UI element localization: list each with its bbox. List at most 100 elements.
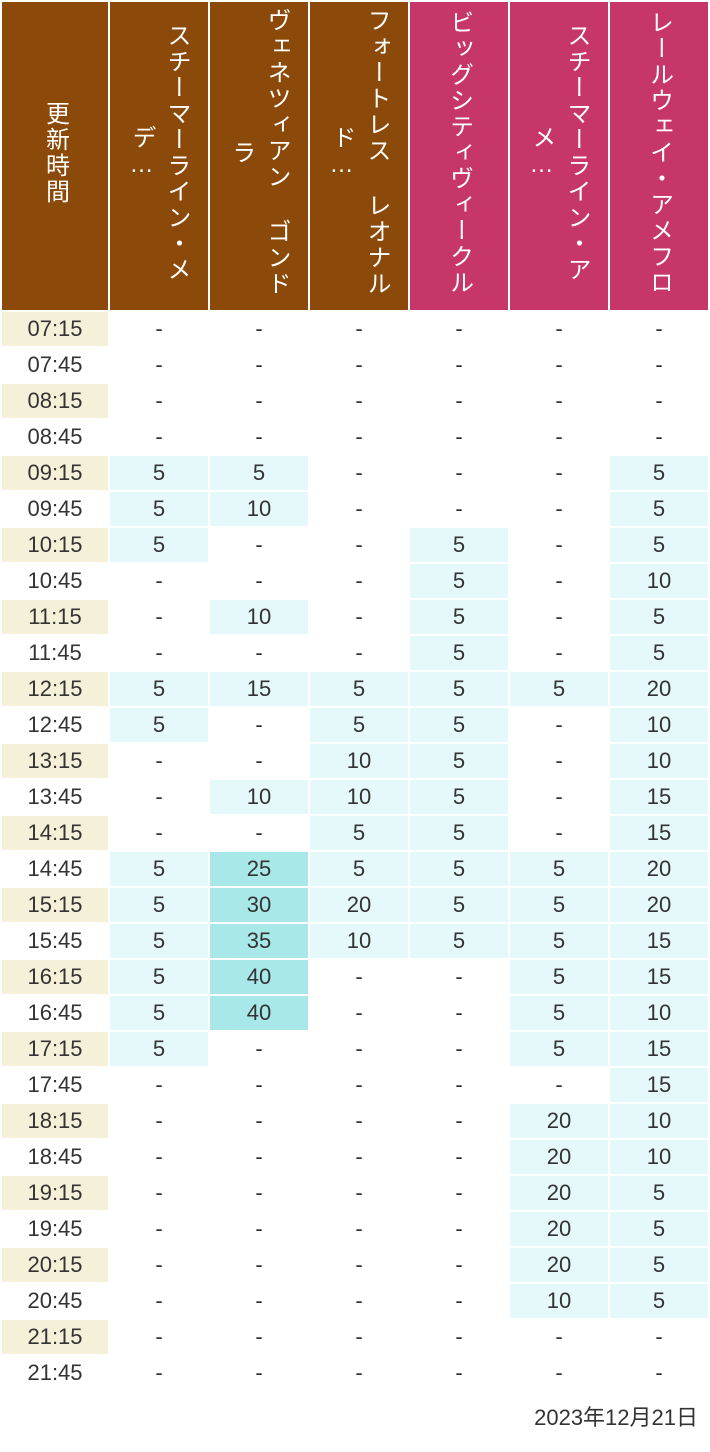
data-cell: - — [409, 383, 509, 419]
time-cell: 07:15 — [1, 311, 109, 347]
table-row: 16:15540--515 — [1, 959, 709, 995]
data-cell: 5 — [109, 707, 209, 743]
data-cell: 20 — [609, 851, 709, 887]
data-cell: 15 — [609, 1067, 709, 1103]
data-cell: - — [609, 347, 709, 383]
data-cell: - — [309, 1211, 409, 1247]
data-cell: - — [409, 491, 509, 527]
data-cell: - — [109, 1319, 209, 1355]
column-header-label: フォートレス レオナルド… — [324, 8, 394, 298]
data-cell: - — [309, 1139, 409, 1175]
data-cell: 5 — [109, 851, 209, 887]
data-cell: 5 — [609, 527, 709, 563]
table-row: 17:155---515 — [1, 1031, 709, 1067]
data-cell: 10 — [609, 1139, 709, 1175]
data-cell: 15 — [209, 671, 309, 707]
data-cell: - — [409, 995, 509, 1031]
data-cell: - — [409, 347, 509, 383]
table-row: 11:45---5-5 — [1, 635, 709, 671]
data-cell: 5 — [109, 995, 209, 1031]
data-cell: - — [509, 455, 609, 491]
data-cell: - — [109, 383, 209, 419]
data-cell: 5 — [109, 887, 209, 923]
data-cell: - — [209, 527, 309, 563]
table-row: 15:45535105515 — [1, 923, 709, 959]
column-header-label: ヴェネツィアン ゴンドラ — [224, 8, 294, 298]
data-cell: - — [109, 599, 209, 635]
time-cell: 09:15 — [1, 455, 109, 491]
data-cell: - — [309, 383, 409, 419]
data-cell: - — [109, 1211, 209, 1247]
data-cell: - — [209, 1139, 309, 1175]
data-cell: - — [309, 959, 409, 995]
wait-time-table: 更新時間スチーマーライン・メデ…ヴェネツィアン ゴンドラフォートレス レオナルド… — [0, 0, 710, 1392]
data-cell: 5 — [109, 1031, 209, 1067]
data-cell: 5 — [309, 707, 409, 743]
data-cell: - — [109, 1247, 209, 1283]
table-row: 07:15------ — [1, 311, 709, 347]
data-cell: 5 — [409, 563, 509, 599]
table-row: 15:15530205520 — [1, 887, 709, 923]
data-cell: 5 — [209, 455, 309, 491]
data-cell: - — [209, 635, 309, 671]
time-cell: 21:15 — [1, 1319, 109, 1355]
table-row: 18:45----2010 — [1, 1139, 709, 1175]
data-cell: - — [209, 1103, 309, 1139]
time-cell: 13:45 — [1, 779, 109, 815]
data-cell: 5 — [409, 779, 509, 815]
table-row: 18:15----2010 — [1, 1103, 709, 1139]
data-cell: 20 — [509, 1139, 609, 1175]
data-cell: - — [109, 815, 209, 851]
data-cell: - — [509, 383, 609, 419]
data-cell: - — [209, 311, 309, 347]
data-cell: 15 — [609, 779, 709, 815]
data-cell: - — [509, 779, 609, 815]
data-cell: 5 — [509, 923, 609, 959]
data-cell: - — [509, 419, 609, 455]
time-header: 更新時間 — [1, 1, 109, 311]
data-cell: - — [509, 1355, 609, 1391]
data-cell: - — [409, 1067, 509, 1103]
data-cell: - — [209, 383, 309, 419]
time-cell: 14:45 — [1, 851, 109, 887]
data-cell: 20 — [609, 887, 709, 923]
data-cell: - — [209, 419, 309, 455]
data-cell: 5 — [409, 707, 509, 743]
data-cell: - — [609, 419, 709, 455]
data-cell: - — [409, 1211, 509, 1247]
data-cell: - — [309, 1283, 409, 1319]
data-cell: - — [409, 1247, 509, 1283]
data-cell: - — [309, 311, 409, 347]
data-cell: - — [309, 1319, 409, 1355]
data-cell: - — [409, 1031, 509, 1067]
data-cell: 5 — [409, 599, 509, 635]
data-cell: - — [609, 383, 709, 419]
data-cell: - — [309, 527, 409, 563]
data-cell: 10 — [309, 779, 409, 815]
data-cell: - — [509, 743, 609, 779]
data-cell: 5 — [109, 527, 209, 563]
data-cell: - — [109, 1103, 209, 1139]
data-cell: 5 — [409, 743, 509, 779]
table-row: 09:45510---5 — [1, 491, 709, 527]
time-cell: 12:45 — [1, 707, 109, 743]
table-body: 07:15------07:45------08:15------08:45--… — [1, 311, 709, 1391]
table-row: 21:15------ — [1, 1319, 709, 1355]
table-row: 13:15--105-10 — [1, 743, 709, 779]
table-row: 12:455-55-10 — [1, 707, 709, 743]
time-cell: 20:15 — [1, 1247, 109, 1283]
table-row: 12:1551555520 — [1, 671, 709, 707]
table-row: 16:45540--510 — [1, 995, 709, 1031]
data-cell: 15 — [609, 1031, 709, 1067]
data-cell: 5 — [609, 1247, 709, 1283]
data-cell: - — [309, 599, 409, 635]
footer-date: 2023年12月21日 — [0, 1392, 710, 1440]
data-cell: 35 — [209, 923, 309, 959]
time-cell: 14:15 — [1, 815, 109, 851]
time-cell: 21:45 — [1, 1355, 109, 1391]
time-header-label: 更新時間 — [38, 101, 73, 205]
data-cell: 20 — [509, 1211, 609, 1247]
data-cell: 5 — [609, 1211, 709, 1247]
data-cell: - — [209, 1355, 309, 1391]
data-cell: 40 — [209, 959, 309, 995]
